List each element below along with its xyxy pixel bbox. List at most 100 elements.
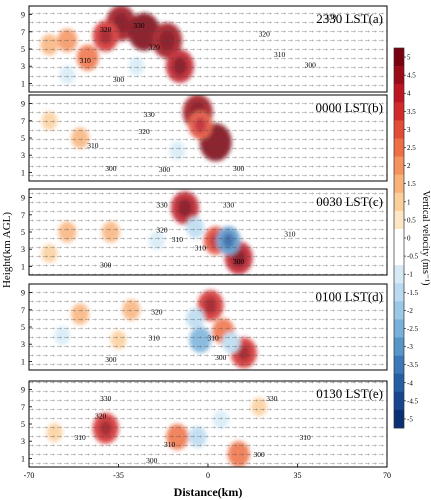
x-tick-label: 0 [206,471,210,480]
isentrope-label: 300 [233,164,245,173]
isentrope-label: 310 [195,243,207,252]
colorbar-tick-label: 4.5 [407,72,416,80]
y-tick-label: 7 [21,117,25,126]
isentrope-label: 320 [95,411,107,420]
colorbar-segment [394,355,404,375]
isentrope-label: 330 [325,12,337,21]
isentrope-label: 300 [254,450,266,459]
y-axis-label: Height(km AGL) [1,212,13,288]
y-tick-label: 3 [21,340,25,349]
y-tick-label: 1 [21,168,25,177]
colorbar-segment [394,48,404,67]
colorbar-segment [394,301,404,320]
colorbar-tick-label: -2.5 [407,325,419,333]
x-tick-label: 35 [294,471,302,480]
colorbar-tick-label: -3.5 [407,361,419,369]
y-tick-label: 5 [21,228,25,237]
panel-label: 0130 LST(e) [316,386,383,401]
colorbar-tick-label: 3 [407,126,411,134]
colorbar-segment [394,247,404,266]
isentrope-label: 300 [215,353,227,362]
colorbar-tick-label: 2 [407,162,411,170]
colorbar-segment [394,120,404,139]
colorbar-tick-label: -3 [407,343,413,351]
colorbar-segment [394,84,404,103]
isentrope-label: 310 [300,433,312,442]
isentrope-label: 310 [207,333,219,342]
wind-vectors [29,189,387,275]
colorbar-segment [394,373,404,393]
colorbar-segment [394,391,404,411]
isentrope-label: 330 [133,21,145,30]
isentrope-label: 300 [305,60,317,69]
isentrope-label: 300 [100,261,112,270]
colorbar-tick-label: 5 [407,54,411,62]
colorbar-tick-label: 4 [407,90,411,98]
y-tick-label: 5 [21,134,25,143]
y-tick-label: 5 [21,420,25,429]
panel-label: 0000 LST(b) [315,100,383,115]
isentrope-label: 300 [105,164,117,173]
y-tick-label: 7 [21,306,25,315]
wind-vectors [29,95,387,181]
y-tick-label: 3 [21,245,25,254]
isentrope-label: 300 [113,75,125,84]
y-tick-label: 7 [21,211,25,220]
colorbar-segment [394,265,404,284]
y-tick-label: 1 [21,79,25,88]
colorbar-tick-label: 1.5 [407,180,416,188]
wind-vectors [29,284,387,370]
colorbar: 5 4.5 4 3.5 3 2.5 2 1.5 1 0.5 0 -0.5 -1 -1.5 -2 -2.5 -3 -… [393,47,431,429]
isentrope-label: 310 [284,230,296,239]
panel-label: 2330 LST(a) [316,11,383,26]
colorbar-tick-label: -4 [407,379,413,387]
colorbar-tick-label: -0.5 [407,253,419,261]
y-tick-label: 1 [21,262,25,271]
isentrope-label: 320 [149,42,161,51]
y-tick-label: 3 [21,151,25,160]
y-tick-label: 3 [21,437,25,446]
isentrope-label: 300 [159,165,171,174]
wind-vectors [29,6,387,92]
panel-label: 0030 LST(c) [316,194,383,209]
isentrope-label: 300 [233,257,245,266]
colorbar-segment [394,192,404,212]
y-tick-label: 7 [21,403,25,412]
colorbar-segment [394,102,404,121]
isentrope-label: 310 [274,50,286,59]
isentrope-label: 330 [144,110,156,119]
panel-label: 0100 LST(d) [315,289,383,304]
x-tick-label: 70 [383,471,391,480]
isentrope-label: 330 [266,394,278,403]
isentrope-label: 310 [172,235,184,244]
isentrope-label: 300 [146,456,158,465]
y-tick-label: 3 [21,62,25,71]
isentrope-label: 320 [138,127,150,136]
isentrope-label: 330 [156,200,168,209]
y-tick-label: 7 [21,28,25,37]
isentrope-label: 330 [100,394,112,403]
y-tick-label: 5 [21,323,25,332]
wind-vectors [29,381,387,467]
colorbar-tick-label: -1.5 [407,289,419,297]
colorbar-tick-label: 1 [407,198,411,206]
colorbar-tick-label: 3.5 [407,108,416,116]
x-axis-label: Distance(km) [174,485,243,499]
colorbar-segment [394,228,404,248]
y-tick-label: 9 [21,386,25,395]
panel: 330 320 310 310 300 300 310 330 0030 LST(c) 1 3 5 7 9 [21,188,388,276]
colorbar-segment [394,174,404,194]
x-axis-ticks: -70 -35 0 35 70 [24,464,391,480]
colorbar-tick-label: -5 [407,415,413,423]
y-tick-label: 9 [21,11,25,20]
y-tick-label: 9 [21,289,25,298]
y-tick-label: 1 [21,357,25,366]
panel: 320 310 310 300 300 0100 LST(d) 1 3 5 7 9 [21,283,388,371]
isentrope-label: 300 [105,355,117,364]
isentrope-label: 330 [223,200,235,209]
x-tick-label: -35 [113,471,124,480]
isentrope-label: 320 [100,25,112,34]
x-tick-label: -70 [24,471,35,480]
